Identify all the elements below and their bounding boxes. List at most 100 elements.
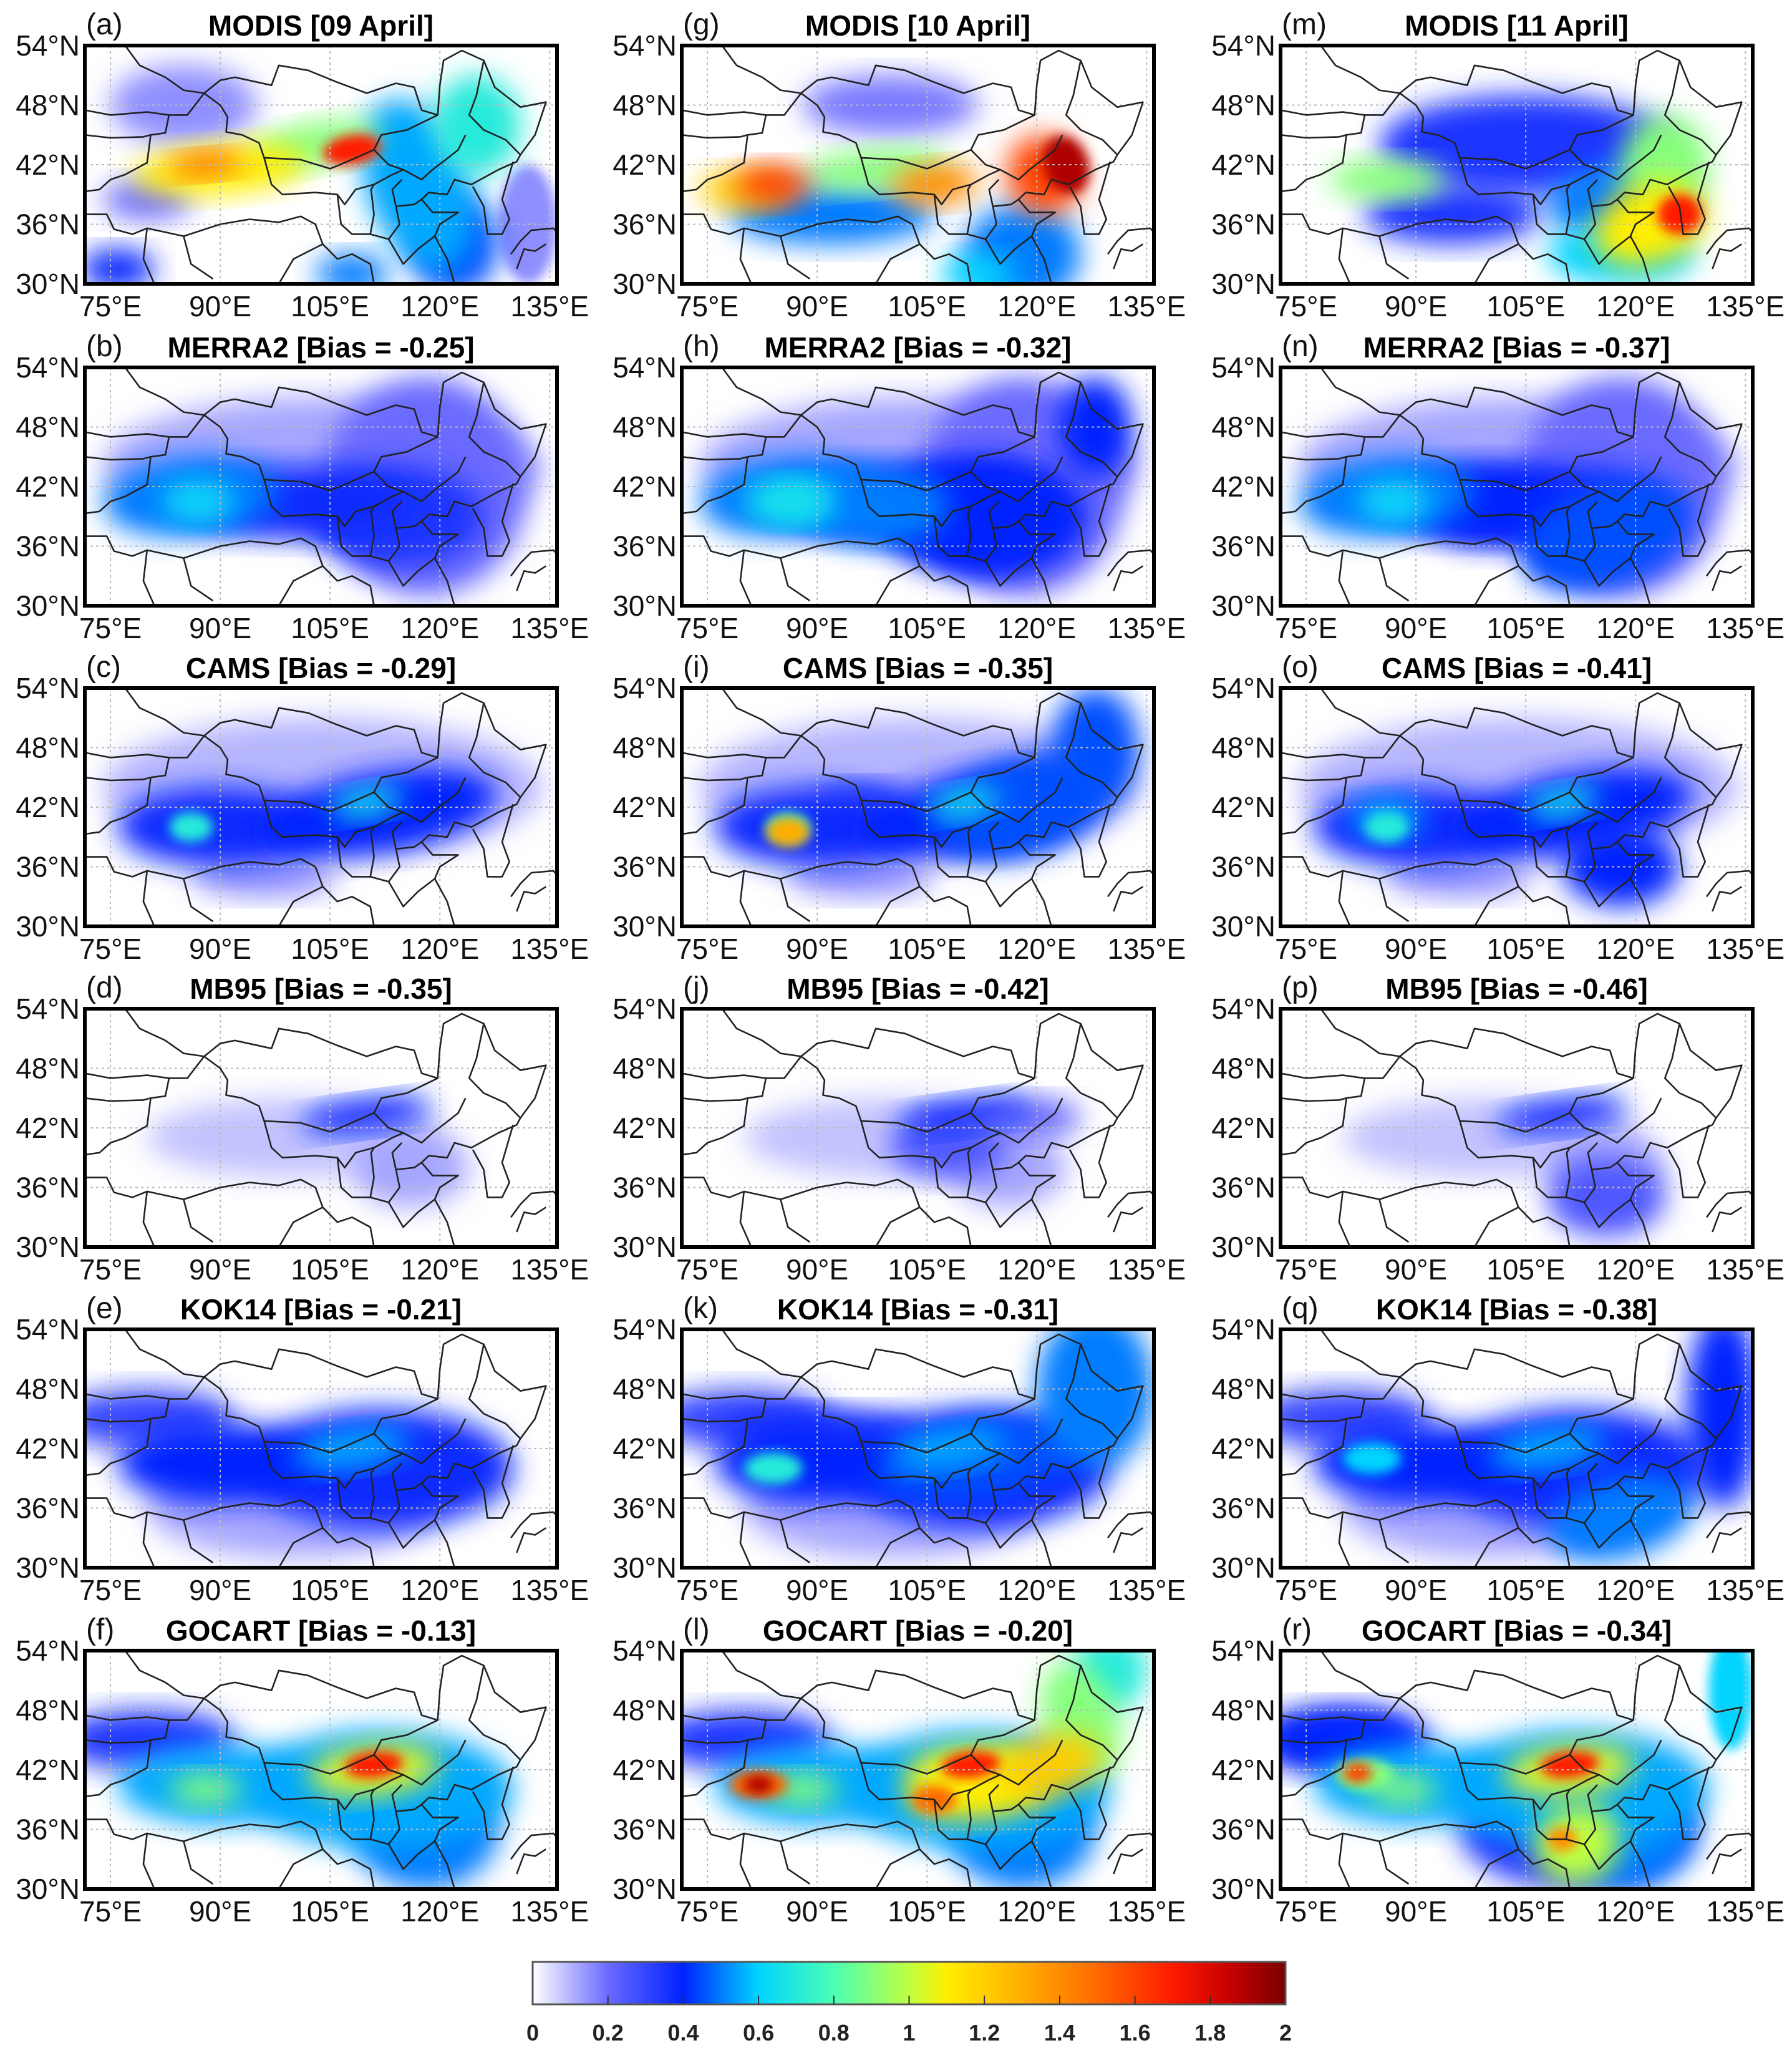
border-line bbox=[85, 1418, 151, 1423]
lat-tick-label: 30°N bbox=[613, 1231, 677, 1263]
border-line bbox=[1712, 243, 1743, 269]
aod-plume bbox=[498, 165, 557, 284]
lon-tick-label: 105°E bbox=[888, 933, 966, 965]
lat-tick-label: 54°N bbox=[16, 1313, 80, 1346]
border-line bbox=[1664, 1344, 1717, 1440]
lat-tick-label: 42°N bbox=[16, 791, 80, 823]
lon-tick-label: 90°E bbox=[1385, 1574, 1447, 1606]
border-line bbox=[984, 1519, 1032, 1549]
panel-title: MB95 [Bias = -0.46] bbox=[1385, 973, 1648, 1005]
lon-tick-label: 135°E bbox=[510, 1895, 589, 1928]
aod-plume bbox=[1342, 1762, 1372, 1783]
border-line bbox=[1616, 371, 1743, 606]
lat-tick-label: 54°N bbox=[1211, 351, 1276, 384]
aod-plume bbox=[1364, 184, 1541, 245]
border-line bbox=[1569, 149, 1599, 171]
border-line bbox=[468, 1344, 521, 1440]
lon-tick-label: 120°E bbox=[1596, 1895, 1675, 1928]
lon-tick-label: 135°E bbox=[510, 1253, 589, 1286]
border-line bbox=[682, 1072, 767, 1079]
border-line bbox=[1113, 565, 1144, 591]
border-line bbox=[1281, 456, 1347, 461]
lon-tick-label: 120°E bbox=[1596, 933, 1675, 965]
border-line bbox=[85, 1739, 151, 1744]
border-line bbox=[682, 431, 767, 438]
border-line bbox=[468, 1665, 521, 1761]
lat-tick-label: 36°N bbox=[1211, 208, 1276, 241]
colorbar-tick-label: 1.2 bbox=[969, 2020, 1000, 2046]
map-panel-j: 30°N 36°N 42°N 48°N 54°N 75°E 90°E 105°E 120°E 13… bbox=[613, 971, 1186, 1286]
aod-plume bbox=[1051, 688, 1140, 807]
border-line bbox=[919, 565, 972, 606]
panel-title: MB95 [Bias = -0.42] bbox=[787, 973, 1049, 1005]
map-frame bbox=[1279, 366, 1755, 608]
border-line bbox=[1068, 483, 1111, 557]
border-line bbox=[1338, 1833, 1351, 1889]
border-line bbox=[387, 557, 435, 587]
border-line bbox=[1107, 1832, 1154, 1860]
lat-tick-label: 36°N bbox=[16, 1492, 80, 1525]
country-borders bbox=[682, 1009, 1154, 1247]
border-line bbox=[510, 549, 557, 577]
border-line bbox=[984, 1198, 1032, 1228]
border-line bbox=[85, 1497, 324, 1568]
country-borders bbox=[682, 46, 1154, 284]
border-line bbox=[1667, 483, 1710, 557]
border-line bbox=[1068, 1445, 1111, 1519]
lat-tick-label: 42°N bbox=[1211, 1112, 1276, 1144]
border-line bbox=[1281, 109, 1365, 116]
border-line bbox=[472, 1124, 514, 1198]
border-line bbox=[1281, 431, 1365, 438]
border-line bbox=[85, 1097, 151, 1102]
aod-plume bbox=[1657, 194, 1702, 235]
country-borders bbox=[1281, 1651, 1753, 1889]
border-line bbox=[1591, 1482, 1618, 1492]
map-panel-d: 30°N 36°N 42°N 48°N 54°N 75°E 90°E 105°E 120°E 13… bbox=[16, 971, 589, 1286]
border-line bbox=[919, 1206, 972, 1247]
lat-tick-label: 54°N bbox=[16, 29, 80, 62]
border-line bbox=[739, 550, 752, 606]
border-line bbox=[85, 1393, 170, 1400]
panel-title: MODIS [10 April] bbox=[805, 9, 1030, 42]
border-line bbox=[970, 149, 1000, 171]
border-line bbox=[1591, 1803, 1618, 1813]
border-line bbox=[1518, 565, 1571, 606]
border-line bbox=[142, 228, 155, 284]
border-line bbox=[1065, 382, 1118, 478]
aod-plume bbox=[765, 817, 810, 847]
lon-tick-label: 75°E bbox=[676, 933, 739, 965]
lon-tick-label: 90°E bbox=[1385, 612, 1447, 644]
lon-tick-label: 135°E bbox=[1706, 1253, 1785, 1286]
border-line bbox=[780, 236, 811, 280]
lat-tick-label: 30°N bbox=[1211, 1551, 1276, 1584]
colorbar-tick-label: 1.6 bbox=[1120, 2020, 1151, 2046]
panel-grid: 30°N 36°N 42°N 48°N 54°N 75°E 90°E 105°E 120°E 13… bbox=[16, 8, 1785, 1928]
border-line bbox=[516, 1527, 547, 1553]
border-line bbox=[1566, 500, 1599, 562]
lon-tick-label: 105°E bbox=[291, 1253, 369, 1286]
lat-tick-label: 36°N bbox=[1211, 1492, 1276, 1525]
map-frame bbox=[1279, 686, 1755, 928]
border-line bbox=[85, 856, 324, 926]
border-line bbox=[1566, 178, 1599, 240]
aod-plume bbox=[1687, 1329, 1753, 1508]
map-panel-a: 30°N 36°N 42°N 48°N 54°N 75°E 90°E 105°E 120°E 13… bbox=[16, 8, 589, 323]
border-line bbox=[395, 198, 422, 208]
lat-tick-label: 30°N bbox=[1211, 268, 1276, 300]
border-line bbox=[420, 49, 547, 284]
border-line bbox=[682, 92, 802, 193]
colorbar-gradient bbox=[531, 1961, 1287, 2006]
map-frame bbox=[680, 1007, 1156, 1249]
border-line bbox=[721, 367, 802, 416]
border-line bbox=[1107, 1511, 1154, 1539]
lat-tick-label: 30°N bbox=[1211, 590, 1276, 622]
border-line bbox=[721, 46, 802, 94]
border-line bbox=[1065, 702, 1118, 798]
lon-tick-label: 90°E bbox=[786, 1253, 848, 1286]
border-line bbox=[1107, 227, 1154, 255]
aod-plume bbox=[1497, 1097, 1628, 1133]
lon-tick-label: 135°E bbox=[510, 933, 589, 965]
lon-tick-label: 120°E bbox=[997, 1253, 1076, 1286]
border-line bbox=[203, 1348, 439, 1453]
border-line bbox=[203, 386, 439, 492]
